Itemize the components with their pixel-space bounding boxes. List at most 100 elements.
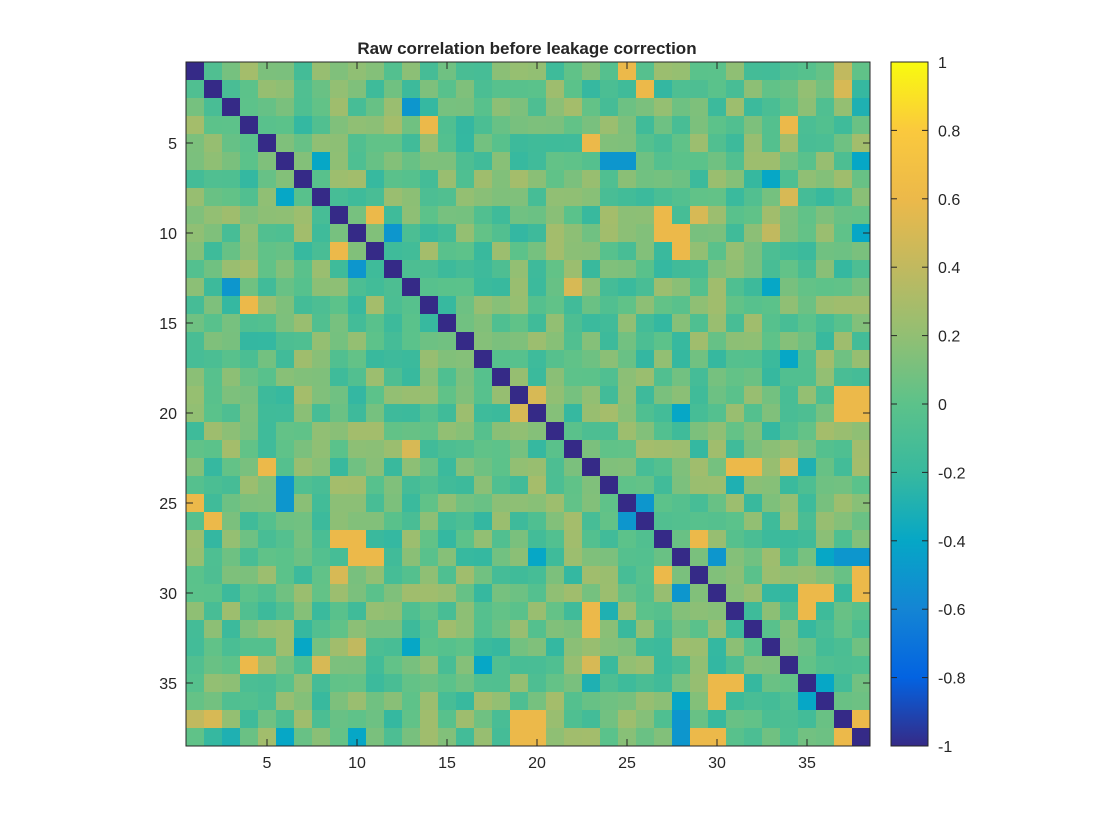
heatmap-cell [474, 422, 493, 441]
heatmap-cell [528, 242, 547, 261]
heatmap-cell [438, 494, 457, 513]
heatmap-cell [726, 422, 745, 441]
heatmap-cell [402, 242, 421, 261]
heatmap-cell [276, 494, 295, 513]
heatmap-cell [762, 656, 781, 675]
heatmap-cell [798, 242, 817, 261]
heatmap-cell [474, 620, 493, 639]
heatmap-cell [726, 260, 745, 279]
heatmap-cell [402, 530, 421, 549]
heatmap-cell [636, 386, 655, 405]
heatmap-cell [204, 62, 223, 81]
heatmap-cell [582, 548, 601, 567]
heatmap-cell [834, 188, 853, 207]
heatmap-cell [672, 494, 691, 513]
heatmap-cell [258, 674, 277, 693]
heatmap-cell [420, 674, 439, 693]
heatmap-cell [294, 98, 313, 117]
colorbar-tick-label: 0.4 [938, 260, 960, 277]
heatmap-cell [348, 62, 367, 81]
heatmap-cell [780, 170, 799, 189]
heatmap-cell [510, 224, 529, 243]
heatmap-cell [402, 152, 421, 171]
heatmap-cell [816, 404, 835, 423]
heatmap-cell [474, 602, 493, 621]
heatmap-cell [222, 188, 241, 207]
heatmap-cell [258, 530, 277, 549]
heatmap-cell [348, 404, 367, 423]
heatmap-cell [546, 584, 565, 603]
heatmap-cell [258, 224, 277, 243]
heatmap-cell [528, 116, 547, 135]
heatmap-cell [474, 728, 493, 747]
heatmap-cell [834, 62, 853, 81]
heatmap-cell [474, 278, 493, 297]
heatmap-cell [726, 332, 745, 351]
heatmap-cell [222, 710, 241, 729]
heatmap-cell [312, 404, 331, 423]
heatmap-cell [258, 242, 277, 261]
heatmap-cell [528, 458, 547, 477]
heatmap-cell [258, 98, 277, 117]
heatmap-cell [528, 494, 547, 513]
heatmap-cell [528, 530, 547, 549]
colorbar-tick-label: -0.4 [938, 534, 966, 551]
heatmap-cell [600, 728, 619, 747]
heatmap-cell [474, 368, 493, 387]
heatmap-cell [798, 386, 817, 405]
heatmap-cell [366, 440, 385, 459]
heatmap-cell [618, 332, 637, 351]
heatmap-cell [456, 152, 475, 171]
heatmap-cell [708, 386, 727, 405]
heatmap-cell [366, 260, 385, 279]
heatmap-cell [600, 134, 619, 153]
heatmap-cell [330, 440, 349, 459]
heatmap-cell [348, 314, 367, 333]
heatmap-cell [618, 98, 637, 117]
heatmap-cell [780, 512, 799, 531]
heatmap-cell [330, 728, 349, 747]
heatmap-cell [690, 152, 709, 171]
heatmap-cell [348, 512, 367, 531]
heatmap-cell [654, 242, 673, 261]
heatmap-cell [402, 422, 421, 441]
heatmap-cell [798, 224, 817, 243]
heatmap-cell [600, 188, 619, 207]
heatmap-cell [744, 458, 763, 477]
heatmap-cell [744, 548, 763, 567]
heatmap-cell [564, 116, 583, 135]
heatmap-cell [726, 98, 745, 117]
heatmap-cell [438, 116, 457, 135]
heatmap-cell [420, 602, 439, 621]
heatmap-cell [492, 386, 511, 405]
heatmap-cell [618, 296, 637, 315]
heatmap-cell [276, 350, 295, 369]
heatmap-cell [690, 332, 709, 351]
heatmap-cell [456, 260, 475, 279]
heatmap-cell [798, 512, 817, 531]
heatmap-cell [672, 548, 691, 567]
heatmap-cell [618, 422, 637, 441]
heatmap-cell [384, 188, 403, 207]
heatmap-cell [852, 62, 871, 81]
heatmap-cell [654, 278, 673, 297]
heatmap-cell [582, 728, 601, 747]
heatmap-cell [384, 530, 403, 549]
heatmap-cell [600, 674, 619, 693]
heatmap-cell [798, 638, 817, 657]
heatmap-cell [852, 440, 871, 459]
heatmap-cell [690, 458, 709, 477]
heatmap-cell [780, 620, 799, 639]
heatmap-cell [582, 314, 601, 333]
heatmap-cell [492, 332, 511, 351]
heatmap-cell [798, 584, 817, 603]
heatmap-cell [636, 80, 655, 99]
heatmap-cell [726, 152, 745, 171]
heatmap-cell [582, 386, 601, 405]
heatmap-cell [276, 368, 295, 387]
heatmap-cell [402, 494, 421, 513]
heatmap-cell [798, 62, 817, 81]
heatmap-cell [798, 332, 817, 351]
heatmap-cell [456, 98, 475, 117]
heatmap-cell [528, 296, 547, 315]
